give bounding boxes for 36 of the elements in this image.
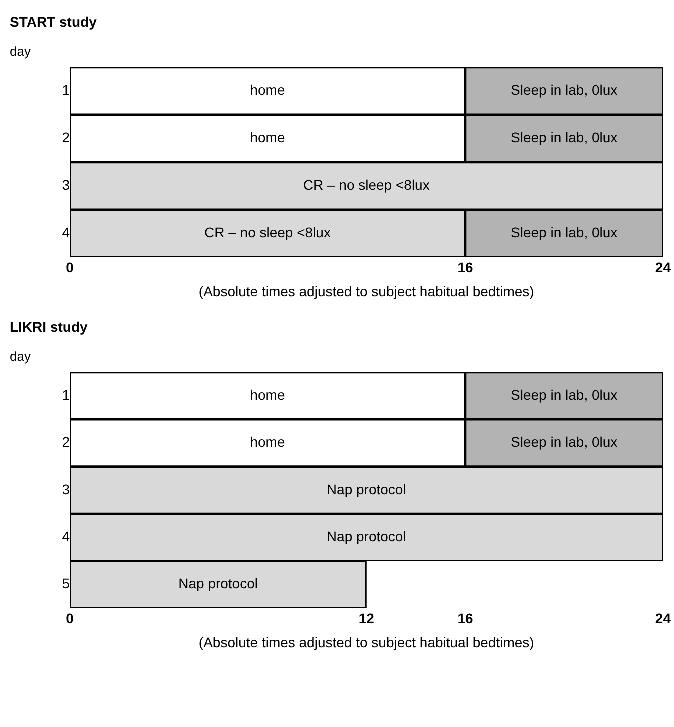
y-tick-label: 3 xyxy=(62,481,70,498)
text: home xyxy=(250,434,286,450)
x-tick-label: 12 xyxy=(358,610,375,627)
y-tick-label: 3 xyxy=(62,177,70,194)
text: CR – no sleep <8lux xyxy=(204,224,331,241)
y-tick-label: 4 xyxy=(62,224,70,241)
y-tick-label: 2 xyxy=(62,434,70,450)
x-axis-title: (Absolute times adjusted to subject habitual bedtimes) xyxy=(198,634,534,650)
y-tick-label: 5 xyxy=(62,576,70,592)
text: Sleep in lab, 0lux xyxy=(511,82,618,98)
x-axis-title: (Absolute times adjusted to subject habitual bedtimes) xyxy=(198,283,534,300)
series-label: Sleep in lab, 0lux xyxy=(511,130,618,146)
text: Nap protocol xyxy=(178,576,258,592)
x-tick-label: 0 xyxy=(66,260,74,276)
y-tick-label: 4 xyxy=(62,528,70,544)
y-tick-label: 1 xyxy=(62,82,70,98)
x-tick-label: 0 xyxy=(66,610,74,627)
series-label: Sleep in lab, 0lux xyxy=(511,386,618,403)
text: Nap protocol xyxy=(326,528,406,544)
y-axis-title: day xyxy=(10,44,32,59)
text: Sleep in lab, 0lux xyxy=(511,434,618,450)
series-label: Nap protocol xyxy=(326,481,406,498)
x-tick-label: 24 xyxy=(655,260,672,276)
text: home xyxy=(250,82,286,98)
y-tick-label: 2 xyxy=(62,130,70,146)
x-tick-label: 24 xyxy=(655,610,672,627)
chart-title: LIKRI study xyxy=(10,319,89,335)
y-axis-title: day xyxy=(10,349,32,364)
x-tick-label: 16 xyxy=(458,610,474,627)
chart-title: START study xyxy=(10,14,98,30)
series-label: CR – no sleep <8lux xyxy=(303,177,430,194)
text: Sleep in lab, 0lux xyxy=(511,224,618,241)
series-label: home xyxy=(250,130,286,146)
x-tick-label: 16 xyxy=(458,260,474,276)
y-tick-label: 1 xyxy=(62,386,70,403)
series-label: home xyxy=(250,386,286,403)
